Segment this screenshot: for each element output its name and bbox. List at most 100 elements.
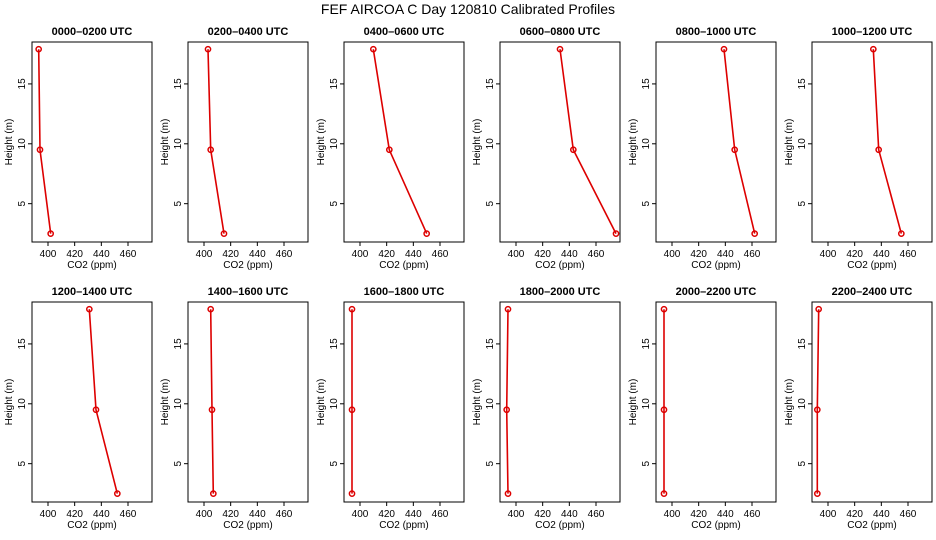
x-tick-label: 440: [405, 249, 422, 260]
series-line: [505, 309, 509, 494]
x-tick-label: 440: [93, 249, 110, 260]
y-tick-label: 10: [173, 398, 184, 410]
y-tick-label: 15: [17, 338, 28, 350]
y-tick-label: 5: [17, 200, 28, 206]
x-tick-label: 460: [900, 509, 917, 520]
data-point: [47, 230, 55, 237]
x-tick-label: 460: [276, 249, 293, 260]
series-line: [872, 49, 903, 234]
plot-frame: [187, 41, 309, 243]
x-axis-label: CO2 (ppm): [223, 520, 272, 531]
x-tick-label: 400: [820, 249, 837, 260]
panel-7: 1400–1600 UTC 400 420 440 460 5 10 15 CO2 (ppm) H…: [160, 286, 309, 531]
panel-8: 1600–1800 UTC 400 420 440 460 5 10 15 CO2 (ppm) H…: [316, 286, 465, 531]
data-point: [113, 490, 121, 497]
panel-10: 2000–2200 UTC 400 420 440 460 5 10 15 CO2 (ppm) H…: [628, 286, 777, 531]
series-line: [207, 49, 225, 234]
y-tick-label: 15: [173, 338, 184, 350]
x-tick-label: 440: [873, 509, 890, 520]
y-axis-label: Height (m): [784, 119, 795, 166]
x-axis-label: CO2 (ppm): [535, 260, 584, 271]
panel-4: 0800–1000 UTC 400 420 440 460 5 10 15 CO2 (ppm) H…: [628, 26, 777, 271]
data-point: [220, 230, 228, 237]
panel-title: 0400–0600 UTC: [364, 26, 445, 38]
x-tick-label: 460: [900, 249, 917, 260]
panel-title: 2200–2400 UTC: [832, 286, 913, 298]
y-tick-label: 10: [485, 398, 496, 410]
x-tick-label: 400: [196, 249, 213, 260]
panel-5: 1000–1200 UTC 400 420 440 460 5 10 15 CO2 (ppm) H…: [784, 26, 933, 271]
y-tick-label: 10: [641, 138, 652, 150]
x-tick-label: 460: [744, 249, 761, 260]
data-point: [503, 406, 511, 414]
panel-2: 0400–0600 UTC 400 420 440 460 5 10 15 CO2 (ppm) H…: [316, 26, 465, 271]
x-tick-label: 400: [40, 509, 57, 520]
data-point: [660, 490, 668, 497]
x-tick-label: 440: [873, 249, 890, 260]
series-line: [559, 49, 617, 234]
x-tick-label: 420: [222, 509, 239, 520]
x-tick-label: 400: [508, 249, 525, 260]
x-axis-label: CO2 (ppm): [535, 520, 584, 531]
x-axis-label: CO2 (ppm): [847, 520, 896, 531]
y-axis-label: Height (m): [784, 379, 795, 426]
y-tick-label: 10: [329, 398, 340, 410]
y-tick-label: 15: [173, 78, 184, 90]
y-tick-label: 5: [797, 460, 808, 466]
y-tick-label: 15: [797, 338, 808, 350]
plot-frame: [811, 41, 933, 243]
panel-11: 2200–2400 UTC 400 420 440 460 5 10 15 CO2 (ppm) H…: [784, 286, 933, 531]
series-line: [37, 49, 52, 234]
x-axis-label: CO2 (ppm): [691, 260, 740, 271]
y-axis-label: Height (m): [472, 119, 483, 166]
x-axis-label: CO2 (ppm): [379, 520, 428, 531]
x-tick-label: 420: [690, 249, 707, 260]
x-tick-label: 460: [744, 509, 761, 520]
panel-3: 0600–0800 UTC 400 420 440 460 5 10 15 CO2 (ppm) H…: [472, 26, 621, 271]
y-tick-label: 5: [329, 200, 340, 206]
data-point: [569, 146, 577, 154]
panel-title: 0200–0400 UTC: [208, 26, 289, 38]
x-axis-label: CO2 (ppm): [67, 260, 116, 271]
y-axis-label: Height (m): [160, 379, 171, 426]
data-point: [348, 406, 356, 414]
x-tick-label: 400: [664, 249, 681, 260]
plot-frame: [31, 41, 153, 243]
x-tick-label: 420: [66, 509, 83, 520]
y-axis-label: Height (m): [628, 119, 639, 166]
data-point: [660, 305, 668, 313]
data-point: [36, 146, 44, 154]
y-tick-label: 5: [329, 460, 340, 466]
x-tick-label: 400: [352, 249, 369, 260]
plot-frame: [499, 301, 621, 503]
panel-title: 2000–2200 UTC: [676, 286, 757, 298]
panel-title: 1400–1600 UTC: [208, 286, 289, 298]
y-axis-label: Height (m): [4, 119, 15, 166]
x-tick-label: 440: [717, 249, 734, 260]
data-point: [348, 305, 356, 313]
data-point: [423, 230, 431, 237]
x-tick-label: 460: [588, 509, 605, 520]
figure-title: FEF AIRCOA C Day 120810 Calibrated Profi…: [321, 1, 615, 17]
x-axis-label: CO2 (ppm): [67, 520, 116, 531]
data-point: [207, 146, 215, 154]
y-tick-label: 10: [485, 138, 496, 150]
series-line: [372, 49, 428, 234]
data-point: [720, 45, 728, 53]
x-tick-label: 400: [40, 249, 57, 260]
plot-frame: [499, 41, 621, 243]
panel-title: 0600–0800 UTC: [520, 26, 601, 38]
data-point: [504, 490, 512, 497]
y-tick-label: 5: [641, 200, 652, 206]
data-point: [504, 305, 512, 313]
x-tick-label: 460: [120, 509, 137, 520]
x-tick-label: 420: [66, 249, 83, 260]
x-tick-label: 460: [120, 249, 137, 260]
data-point: [813, 490, 821, 497]
data-point: [385, 146, 393, 154]
y-axis-label: Height (m): [4, 379, 15, 426]
plot-frame: [343, 41, 465, 243]
y-tick-label: 15: [797, 78, 808, 90]
